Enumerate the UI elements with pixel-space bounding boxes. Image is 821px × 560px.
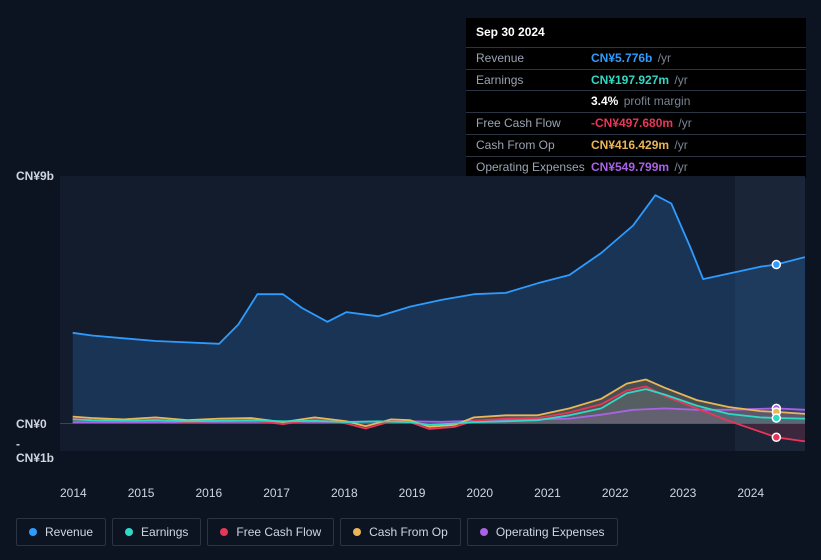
tooltip-row-label: Free Cash Flow (476, 115, 591, 132)
tooltip-row-unit: /yr (654, 51, 671, 65)
tooltip-row-unit: /yr (675, 116, 692, 130)
tooltip-row: EarningsCN¥197.927m /yr (466, 70, 806, 92)
tooltip-row: Cash From OpCN¥416.429m /yr (466, 135, 806, 157)
x-axis-label: 2015 (128, 486, 196, 500)
tooltip-row-unit: /yr (671, 138, 688, 152)
tooltip-row-label: Earnings (476, 72, 591, 89)
y-axis-label: CN¥9b (16, 169, 56, 183)
legend-label: Cash From Op (369, 525, 448, 539)
legend-item-operating-expenses[interactable]: Operating Expenses (467, 518, 618, 546)
y-axis-label: -CN¥1b (16, 437, 56, 465)
x-axis-label: 2018 (331, 486, 399, 500)
tooltip-row-label (476, 93, 591, 110)
tooltip-row-unit: /yr (671, 73, 688, 87)
chart-tooltip: Sep 30 2024 RevenueCN¥5.776b /yrEarnings… (466, 18, 806, 178)
legend-item-revenue[interactable]: Revenue (16, 518, 106, 546)
legend-label: Free Cash Flow (236, 525, 321, 539)
plot-area (60, 176, 805, 451)
x-axis-labels: 2014201520162017201820192020202120222023… (60, 486, 805, 500)
legend-dot (29, 528, 37, 536)
x-axis-label: 2017 (263, 486, 331, 500)
tooltip-row-value: CN¥197.927m (591, 73, 669, 87)
legend-label: Revenue (45, 525, 93, 539)
x-axis-label: 2019 (399, 486, 467, 500)
tooltip-row-unit: profit margin (620, 94, 690, 108)
tooltip-row-label: Cash From Op (476, 137, 591, 154)
tooltip-date: Sep 30 2024 (466, 18, 806, 48)
y-axis-label: CN¥0 (16, 417, 56, 431)
legend-dot (125, 528, 133, 536)
tooltip-row-value: 3.4% (591, 94, 618, 108)
x-axis-label: 2021 (534, 486, 602, 500)
legend-label: Earnings (141, 525, 188, 539)
legend-item-free-cash-flow[interactable]: Free Cash Flow (207, 518, 334, 546)
x-axis-label: 2024 (737, 486, 805, 500)
x-axis-label: 2020 (466, 486, 534, 500)
tooltip-row-value: CN¥416.429m (591, 138, 669, 152)
legend-item-cash-from-op[interactable]: Cash From Op (340, 518, 461, 546)
legend-item-earnings[interactable]: Earnings (112, 518, 201, 546)
legend-dot (480, 528, 488, 536)
tooltip-row-value: -CN¥497.680m (591, 116, 673, 130)
chart-legend: Revenue Earnings Free Cash Flow Cash From O… (16, 518, 618, 546)
tooltip-row: 3.4% profit margin (466, 91, 806, 113)
tooltip-row: Free Cash Flow-CN¥497.680m /yr (466, 113, 806, 135)
tooltip-row-value: CN¥5.776b (591, 51, 652, 65)
legend-dot (353, 528, 361, 536)
x-axis-label: 2014 (60, 486, 128, 500)
tooltip-row-label: Revenue (476, 50, 591, 67)
legend-dot (220, 528, 228, 536)
x-axis-label: 2023 (670, 486, 738, 500)
legend-label: Operating Expenses (496, 525, 605, 539)
x-axis-label: 2016 (195, 486, 263, 500)
financials-chart[interactable]: CN¥9b CN¥0 -CN¥1b 201420152016201720182019… (16, 160, 805, 500)
x-axis-label: 2022 (602, 486, 670, 500)
tooltip-row: RevenueCN¥5.776b /yr (466, 48, 806, 70)
